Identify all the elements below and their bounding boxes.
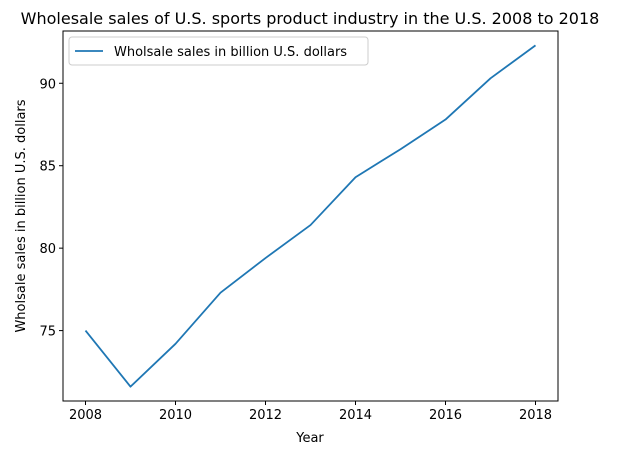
series-layer — [84, 44, 537, 388]
y-tick-label: 85 — [39, 160, 56, 175]
x-tick-label: 2010 — [159, 408, 192, 423]
y-tick-label: 75 — [39, 325, 56, 340]
plot-area — [62, 30, 559, 402]
y-axis-label: Wholsale sales in billion U.S. dollars — [14, 99, 29, 332]
x-axis: 2008 2010 2012 2014 2016 2018 — [69, 401, 552, 423]
x-tick-label: 2014 — [339, 408, 372, 423]
x-tick-label: 2008 — [69, 408, 102, 423]
y-tick-label: 90 — [39, 77, 56, 92]
y-tick-label: 80 — [39, 242, 56, 257]
legend-entry-label: Wholsale sales in billion U.S. dollars — [114, 45, 347, 60]
x-axis-label: Year — [295, 431, 324, 446]
chart-title: Wholesale sales of U.S. sports product i… — [21, 9, 600, 28]
plot-frame — [62, 30, 559, 402]
x-tick-label: 2012 — [249, 408, 282, 423]
series-line-0 — [84, 44, 537, 388]
legend: Wholsale sales in billion U.S. dollars — [68, 36, 369, 66]
x-tick-label: 2016 — [429, 408, 462, 423]
y-axis: 75 80 85 90 — [39, 77, 63, 340]
legend-box — [68, 36, 369, 66]
x-tick-label: 2018 — [519, 408, 552, 423]
